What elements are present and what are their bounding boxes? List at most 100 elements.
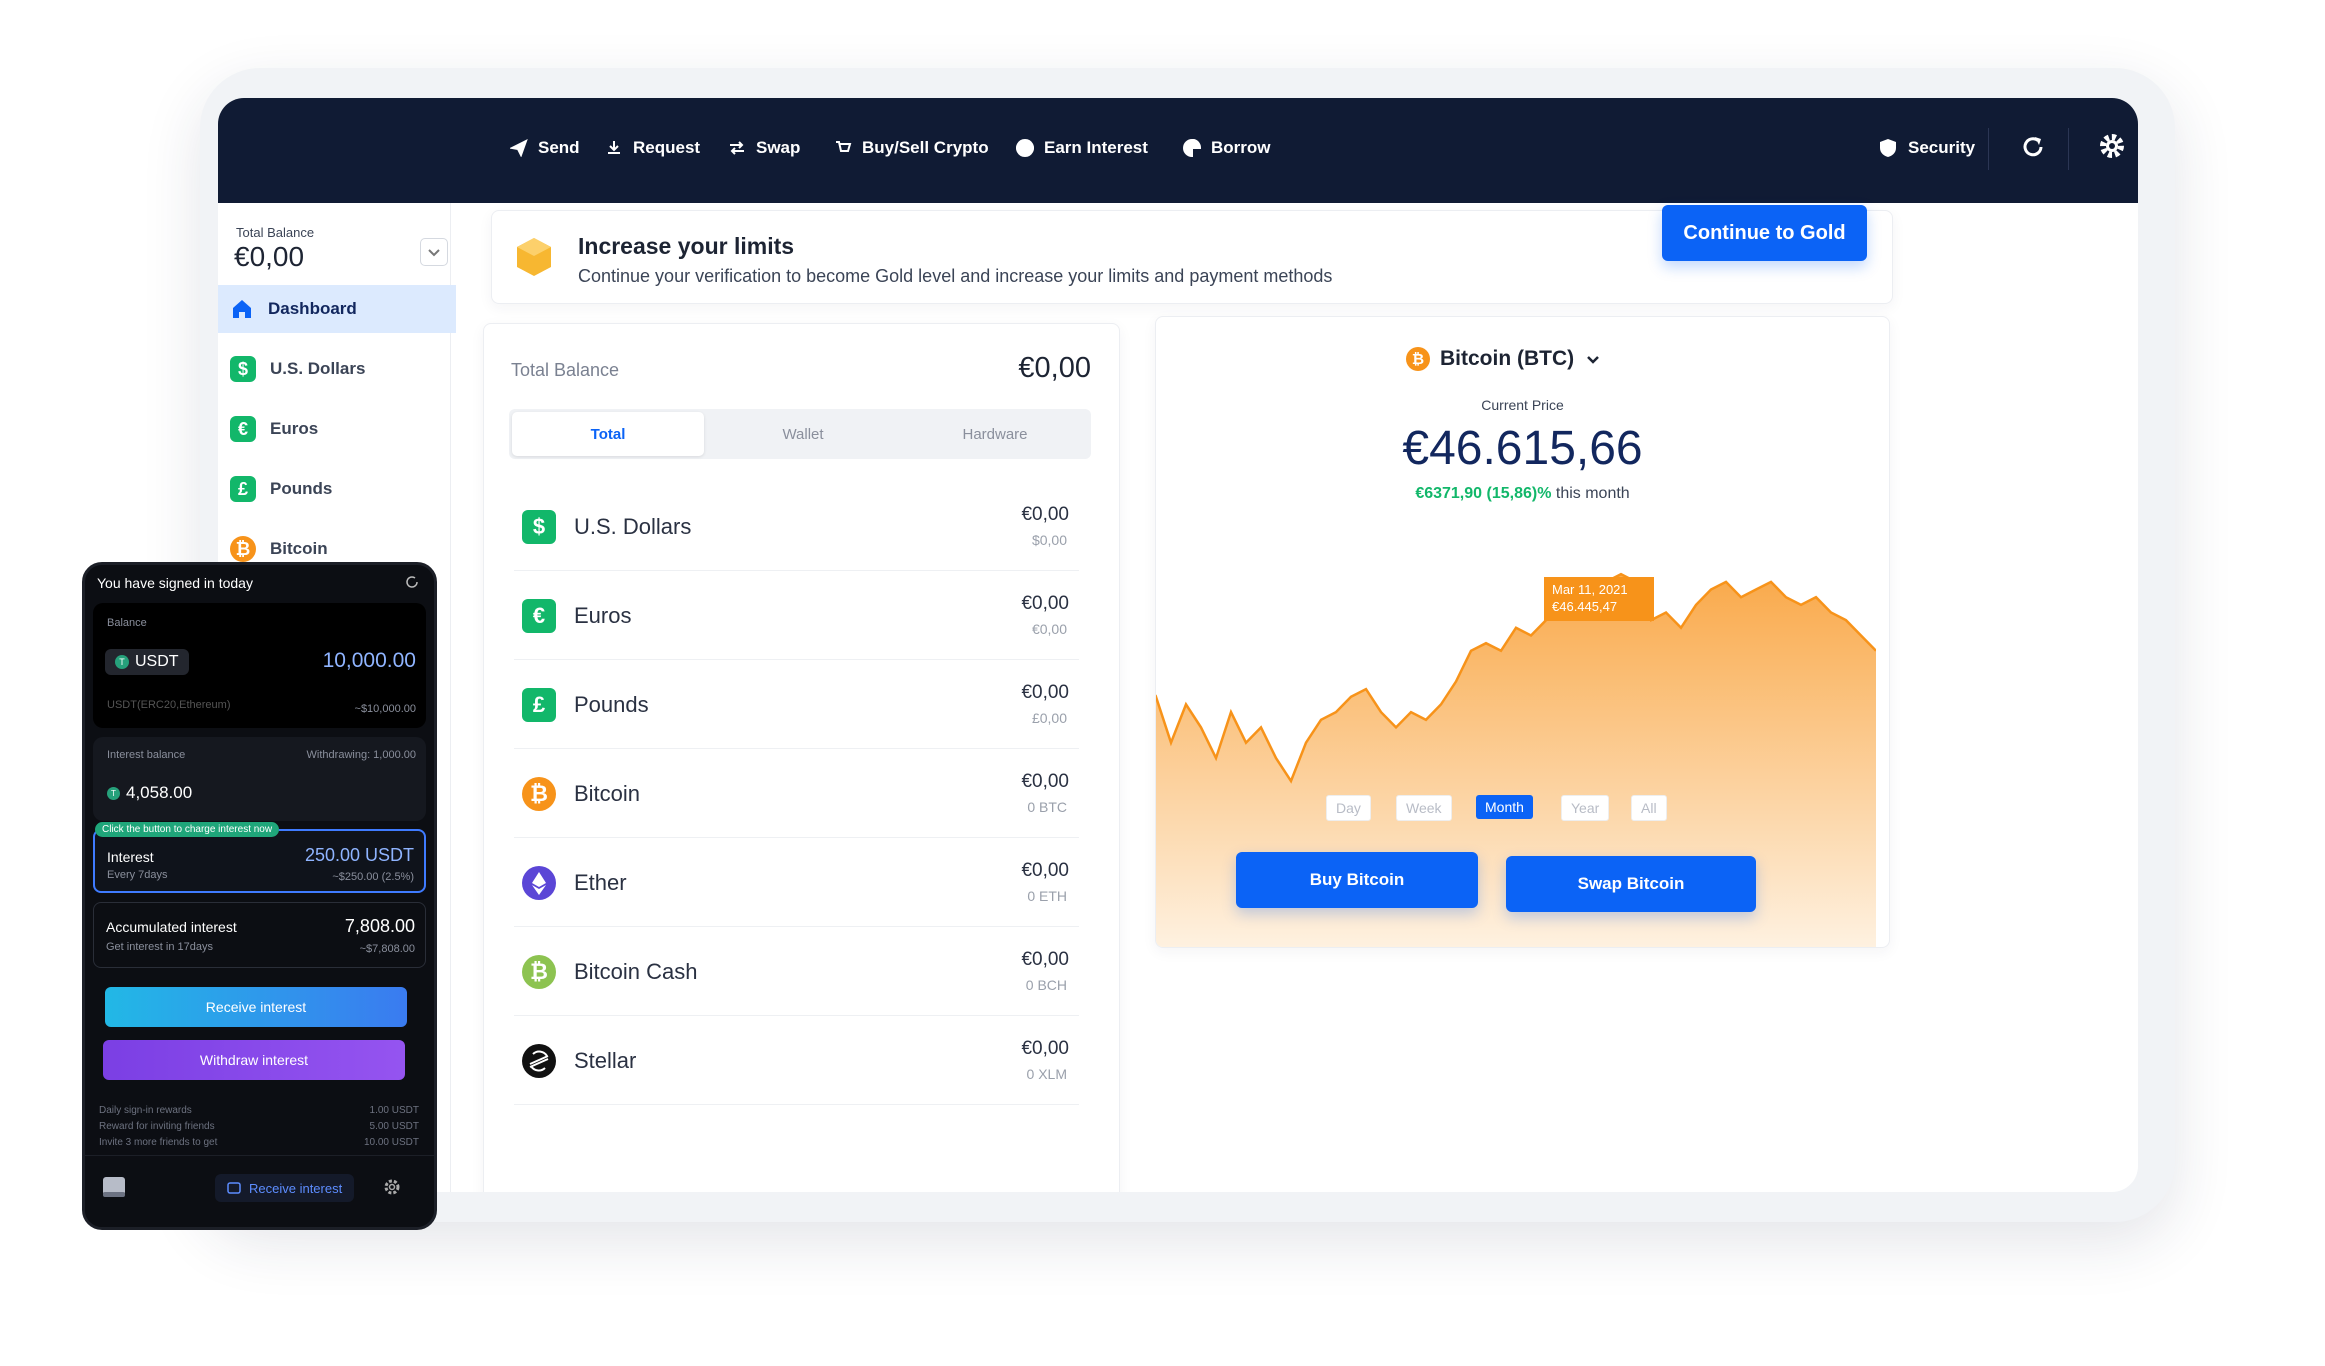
banner-subtitle: Continue your verification to become Gol… [578,266,1333,286]
balance-tab[interactable]: Hardware [962,425,1028,443]
range-button[interactable]: Year [1561,795,1610,821]
divider [1988,128,1989,170]
price-line [1156,572,1876,784]
nav-item[interactable]: Borrow [1183,138,1271,158]
balance-dropdown[interactable] [420,238,448,266]
asset-row[interactable]: € Euros €0,00 €0,00 [514,571,1079,660]
nav-item[interactable]: Earn Interest [1016,138,1148,158]
accumulated-value: 7,808.00 [344,916,415,936]
refresh-button[interactable] [2020,134,2046,160]
balance-tab[interactable]: Wallet [782,425,824,443]
sidebar-item[interactable]: € Euros [218,405,456,453]
range-button[interactable]: Month [1476,795,1533,819]
icon-shape [730,141,744,155]
chevron [428,249,440,257]
asset-row[interactable]: ₿ Bitcoin €0,00 0 BTC [514,749,1079,838]
tab-label: Receive interest [249,1180,343,1196]
change-suffix: this month [1555,485,1630,502]
balance-tabs: Total Wallet Hardware [509,409,1091,459]
tooltip-value: €46.445,47 [1552,599,1618,614]
reward-amount: 1.00 USDT [369,1105,419,1116]
tablet-screen: Security Send Request Swap Buy/Sell Crypto E… [218,98,2138,1192]
token-icon: T [115,655,129,669]
item-label: Euros [270,419,319,438]
nav-label: Borrow [1211,138,1271,157]
asset-row[interactable]: Ether €0,00 0 ETH [514,838,1079,927]
nav-label: Send [538,138,580,157]
accumulated-usd: ~$7,808.00 [359,943,415,955]
nav-item[interactable]: Buy/Sell Crypto [834,138,989,158]
asset-sub: 0 ETH [1027,888,1067,904]
receive-button[interactable]: Receive interest [105,987,407,1027]
phone: You have signed in today Balance T USDT … [82,562,437,1230]
range-button[interactable]: All [1631,795,1667,821]
refresh-icon[interactable] [403,573,421,591]
asset-icon: $ [522,510,556,544]
asset-name: Euros [574,603,632,628]
banner-title: Increase your limits [578,233,795,259]
icon-shape [1183,139,1201,157]
network: USDT(ERC20,Ethereum) [107,699,231,711]
withdraw-button[interactable]: Withdraw interest [103,1040,405,1080]
balance-usd: ~$10,000.00 [354,703,416,715]
balance-tab[interactable]: Total [512,412,704,456]
interest-box[interactable]: Click the button to charge interest now … [93,822,426,893]
asset-row[interactable]: Stellar €0,00 0 XLM [514,1016,1079,1105]
home-icon [233,300,251,318]
asset-row[interactable]: ₿ Bitcoin Cash €0,00 0 BCH [514,927,1079,1016]
nav-label: Earn Interest [1044,138,1148,157]
coin-name: Bitcoin (BTC) [1440,347,1575,370]
nav-icon [1183,139,1201,157]
reward-name: Reward for inviting friends [99,1121,215,1132]
total-balance-value: €0,00 [1018,352,1091,384]
asset-icon [522,866,556,900]
rewards-list: Daily sign-in rewards 1.00 USDT Reward for… [99,1105,419,1153]
sidebar-item[interactable]: $ U.S. Dollars [218,345,456,393]
settings-icon[interactable] [383,1178,401,1196]
item-icon: $ [230,356,256,382]
range-button[interactable]: Week [1396,795,1452,821]
balance-value: 10,000.00 [322,649,416,672]
nav-item[interactable]: Request [605,138,700,158]
chart-tooltip: Mar 11, 2021 €46.445,47 [1544,577,1654,621]
nav-item[interactable]: Send [510,138,580,158]
sidebar-item[interactable]: Dashboard [218,285,456,333]
nav-item[interactable]: Swap [728,138,800,158]
asset-value: €0,00 [1021,1038,1069,1059]
continue-button[interactable]: Continue to Gold [1662,205,1867,261]
item-label: Bitcoin [270,539,328,558]
chevron [1587,356,1600,364]
item-icon: ₿ [230,536,256,562]
coin-selector[interactable]: ₿ Bitcoin (BTC) [1406,347,1602,371]
asset-name: Stellar [574,1048,637,1073]
asset-value: €0,00 [1021,593,1069,614]
wallet-icon[interactable] [101,1174,127,1200]
asset-sub: 0 BCH [1025,977,1067,993]
balance-panel: Total Balance €0,00 Total Wallet Hardware … [483,323,1120,1192]
range-button[interactable]: Day [1326,795,1371,821]
nav-label: Buy/Sell Crypto [862,138,989,157]
icon-shape [532,872,546,895]
interest-note: Every 7days [107,869,168,881]
receive-tab[interactable]: Receive interest [215,1174,355,1202]
sidebar-item[interactable]: £ Pounds [218,465,456,513]
tab-icon [227,1182,241,1194]
signin-status: You have signed in today [97,575,253,591]
sidebar-item[interactable]: ₿ Bitcoin [218,525,456,573]
shield-icon [1880,139,1896,157]
action-button[interactable]: Swap Bitcoin [1506,856,1756,912]
asset-row[interactable]: $ U.S. Dollars €0,00 $0,00 [514,482,1079,571]
item-label: Pounds [270,479,333,498]
action-button[interactable]: Buy Bitcoin [1236,852,1478,908]
reward-amount: 5.00 USDT [369,1121,419,1132]
security[interactable]: Security [1878,138,1975,158]
item-icon: £ [230,476,256,502]
asset-icon: £ [522,688,556,722]
asset-name: Bitcoin Cash [574,959,698,984]
accumulated-box: Accumulated interest 7,808.00 Get intere… [93,902,426,968]
asset-sub: €0,00 [1031,621,1067,637]
accumulated-label: Accumulated interest [106,919,237,935]
settings-button[interactable] [2098,132,2126,160]
asset-row[interactable]: £ Pounds €0,00 £0,00 [514,660,1079,749]
icon-shape [1016,139,1034,157]
